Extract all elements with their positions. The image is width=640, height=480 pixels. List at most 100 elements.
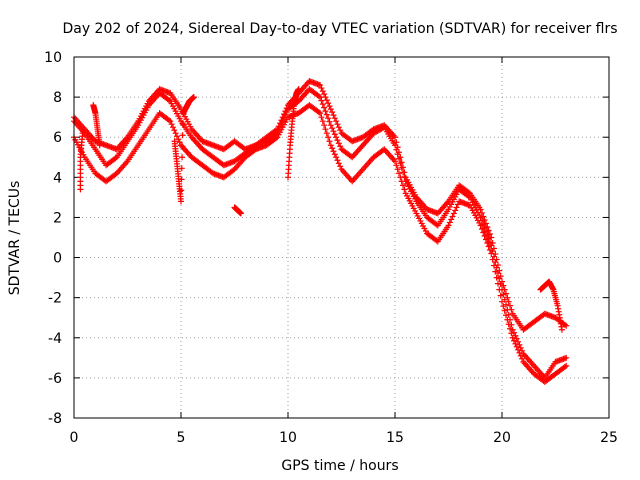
data-point xyxy=(394,144,401,151)
data-point xyxy=(175,136,182,143)
data-point xyxy=(485,243,492,250)
data-point xyxy=(433,237,440,244)
data-point xyxy=(482,220,489,227)
data-point xyxy=(331,115,338,122)
data-point xyxy=(393,139,400,146)
data-point xyxy=(478,225,485,232)
data-point xyxy=(509,326,516,333)
data-point xyxy=(507,302,514,309)
data-point xyxy=(446,219,453,226)
data-point xyxy=(329,125,336,132)
data-point xyxy=(485,235,492,242)
data-point xyxy=(501,286,508,293)
data-point xyxy=(333,134,340,141)
data-point xyxy=(499,278,505,285)
data-point xyxy=(330,128,337,135)
data-point xyxy=(500,282,507,289)
data-point xyxy=(500,291,507,298)
data-point xyxy=(295,86,302,93)
x-tick-label: 5 xyxy=(177,430,186,446)
data-point xyxy=(330,148,337,155)
data-point xyxy=(322,94,329,101)
data-point xyxy=(280,111,287,118)
data-point xyxy=(397,154,404,161)
data-point xyxy=(448,216,455,223)
data-point xyxy=(178,176,185,183)
data-point xyxy=(337,127,344,134)
data-point xyxy=(337,163,344,170)
x-tick-label: 25 xyxy=(600,430,618,446)
data-point xyxy=(486,247,493,254)
data-point xyxy=(398,159,405,166)
x-tick-label: 0 xyxy=(70,430,79,446)
data-point xyxy=(509,334,516,341)
data-point xyxy=(333,118,340,125)
data-point xyxy=(178,198,184,205)
data-point xyxy=(172,130,179,137)
data-point xyxy=(330,112,337,119)
y-tick-label: -4 xyxy=(48,331,62,347)
data-point xyxy=(112,155,119,162)
data-point xyxy=(96,142,103,149)
data-point xyxy=(171,127,178,134)
data-point xyxy=(392,158,398,165)
data-point xyxy=(335,160,342,167)
data-point xyxy=(279,114,286,121)
data-point xyxy=(400,164,407,171)
data-point xyxy=(319,118,326,125)
series-segment-10.2h xyxy=(285,86,302,181)
data-point xyxy=(322,126,329,133)
data-point xyxy=(275,123,282,130)
data-point xyxy=(315,93,322,100)
data-point xyxy=(318,97,325,104)
data-point xyxy=(176,139,183,146)
data-point xyxy=(516,349,523,356)
data-point xyxy=(317,82,324,89)
x-tick-label: 20 xyxy=(493,430,511,446)
y-tick-label: 2 xyxy=(53,210,62,226)
data-point xyxy=(323,130,330,137)
y-tick-label: 6 xyxy=(53,130,62,146)
data-point xyxy=(513,343,520,350)
data-point xyxy=(433,221,440,228)
data-point xyxy=(497,273,504,280)
data-point xyxy=(489,240,496,247)
data-point xyxy=(511,337,518,344)
x-tick-label: 15 xyxy=(386,430,404,446)
plot-frame xyxy=(73,56,610,419)
data-point xyxy=(563,322,570,329)
data-point xyxy=(501,307,508,314)
data-point xyxy=(334,157,341,164)
data-point xyxy=(478,209,485,216)
data-point xyxy=(165,97,172,104)
series-track-3 xyxy=(71,78,570,333)
data-point xyxy=(393,162,400,169)
data-points xyxy=(71,78,570,385)
data-point xyxy=(493,274,500,281)
data-point xyxy=(396,170,403,177)
data-point xyxy=(325,100,332,107)
data-point xyxy=(480,221,487,228)
data-point xyxy=(326,118,333,125)
data-point xyxy=(563,362,570,369)
data-point xyxy=(450,210,457,217)
data-point xyxy=(392,134,398,141)
data-point xyxy=(561,321,568,328)
data-point xyxy=(486,230,493,237)
data-point xyxy=(563,354,570,361)
data-point xyxy=(321,104,328,111)
data-point xyxy=(465,189,472,196)
data-point xyxy=(453,204,460,211)
data-point xyxy=(276,120,283,127)
data-point xyxy=(318,85,325,92)
data-point xyxy=(494,280,501,287)
data-point xyxy=(515,346,522,353)
data-point xyxy=(401,169,408,176)
y-tick-label: 10 xyxy=(44,50,62,66)
data-point xyxy=(512,340,519,347)
data-point xyxy=(504,316,511,323)
data-point xyxy=(449,213,456,220)
data-point xyxy=(79,130,86,137)
